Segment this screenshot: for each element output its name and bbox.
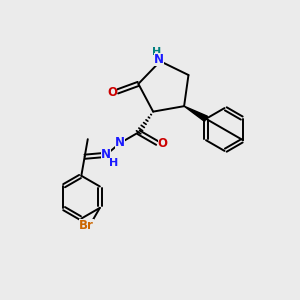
Polygon shape: [184, 106, 208, 122]
Text: N: N: [154, 53, 164, 66]
Text: N: N: [115, 136, 124, 149]
Text: N: N: [101, 148, 111, 161]
Text: Br: Br: [79, 219, 94, 232]
Text: H: H: [152, 47, 161, 57]
Text: H: H: [109, 158, 118, 168]
Text: O: O: [158, 137, 167, 150]
Text: O: O: [107, 86, 117, 100]
